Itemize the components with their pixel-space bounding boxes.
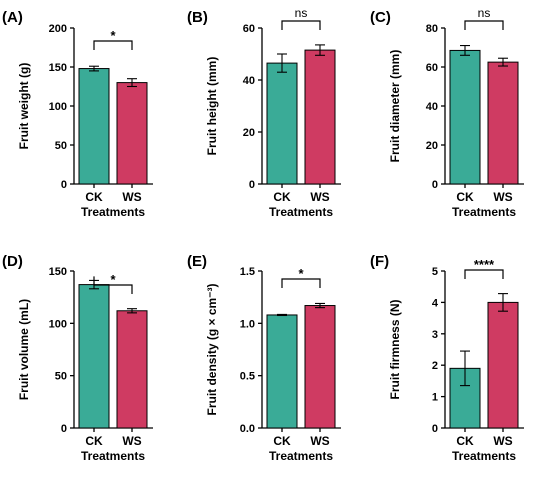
x-tick-label: WS xyxy=(122,190,141,204)
bar-ws xyxy=(487,301,519,429)
error-bar-ck xyxy=(460,350,470,387)
y-axis-title: Fruit height (mm) xyxy=(205,57,219,156)
y-tick-label: 3 xyxy=(432,329,438,341)
y-tick-label: 1.0 xyxy=(240,318,255,330)
y-axis-title: Fruit diameter (mm) xyxy=(388,50,402,163)
y-tick-label: 20 xyxy=(426,140,438,152)
y-tick-label: 50 xyxy=(55,371,67,383)
y-tick-label: 2 xyxy=(432,360,438,372)
error-bar-ws xyxy=(315,302,325,309)
panel-5: (E) Fruit density (g × cm⁻³) 0.0 0.5 1.0 1.5 C… xyxy=(187,253,341,463)
bar-ws xyxy=(116,310,148,429)
y-tick-label: 0 xyxy=(61,179,67,191)
bar-ck xyxy=(449,49,481,185)
x-axis-title: Treatments xyxy=(269,205,333,219)
significance-bracket xyxy=(464,20,504,30)
x-axis-title: Treatments xyxy=(269,449,333,463)
x-axis-title: Treatments xyxy=(452,205,516,219)
significance-bracket xyxy=(281,278,321,288)
y-tick-label: 0.5 xyxy=(240,371,255,383)
y-tick-label: 0 xyxy=(249,179,255,191)
bar-ws xyxy=(116,82,148,185)
panel-6: (F) Fruit firmness (N) 0 1 2 3 4 5 CK WSTreatment… xyxy=(370,253,524,463)
significance-bracket xyxy=(464,269,504,279)
x-axis-title: Treatments xyxy=(81,449,145,463)
error-bar-ck xyxy=(89,65,99,72)
y-tick-label: 50 xyxy=(55,140,67,152)
y-tick-label: 0 xyxy=(432,179,438,191)
panel-1: (A) Fruit weight (g) 0 50 100 150 200 CK WSTreat… xyxy=(2,9,153,219)
panel-label: (E) xyxy=(187,253,207,270)
x-tick-label: CK xyxy=(273,190,291,204)
panel-4: (D) Fruit volume (mL) 0 50 100 150 CK WSTreatme… xyxy=(2,253,153,463)
bar-ck xyxy=(266,62,298,185)
x-tick-label: CK xyxy=(456,190,474,204)
x-axis-title: Treatments xyxy=(452,449,516,463)
y-tick-label: 5 xyxy=(432,266,438,278)
y-tick-label: 40 xyxy=(243,75,255,87)
significance-bracket xyxy=(281,20,321,30)
y-tick-label: 80 xyxy=(426,23,438,35)
y-tick-label: 1.5 xyxy=(240,266,255,278)
y-tick-label: 40 xyxy=(426,101,438,113)
x-tick-label: CK xyxy=(273,434,291,448)
y-tick-label: 150 xyxy=(49,266,67,278)
y-axis-title: Fruit weight (g) xyxy=(17,63,31,150)
error-bar-ws xyxy=(498,57,508,67)
y-axis-title: Fruit firmness (N) xyxy=(388,299,402,399)
y-axis-title: Fruit density (g × cm⁻³) xyxy=(205,283,219,415)
panel-label: (C) xyxy=(370,9,391,26)
panel-label: (F) xyxy=(370,253,389,270)
x-tick-label: CK xyxy=(85,434,103,448)
panel-label: (A) xyxy=(2,9,23,26)
significance-label: * xyxy=(110,28,116,43)
error-bar-ws xyxy=(315,44,325,56)
y-tick-label: 0 xyxy=(61,423,67,435)
y-tick-label: 4 xyxy=(432,297,439,309)
x-tick-label: WS xyxy=(310,190,329,204)
error-bar-ck xyxy=(460,44,470,56)
y-tick-label: 0.0 xyxy=(240,423,255,435)
panel-3: (C) Fruit diameter (mm) 0 20 40 60 80 CK WSTreat… xyxy=(370,6,524,219)
significance-label: * xyxy=(110,272,116,287)
y-tick-label: 60 xyxy=(426,62,438,74)
y-tick-label: 100 xyxy=(49,318,67,330)
y-tick-label: 20 xyxy=(243,127,255,139)
panel-label: (B) xyxy=(187,9,208,26)
bar-ck xyxy=(78,68,110,185)
error-bar-ck xyxy=(277,53,287,73)
y-tick-label: 200 xyxy=(49,23,67,35)
y-tick-label: 60 xyxy=(243,23,255,35)
significance-label: * xyxy=(298,266,304,281)
error-bar-ws xyxy=(127,308,137,314)
significance-label: ns xyxy=(295,6,308,20)
significance-label: **** xyxy=(474,257,495,272)
significance-bracket xyxy=(93,40,133,50)
significance-label: ns xyxy=(478,6,491,20)
bar-ws xyxy=(487,61,519,185)
significance-bracket xyxy=(93,276,133,294)
error-bar-ws xyxy=(498,293,508,312)
y-tick-label: 150 xyxy=(49,62,67,74)
bar-ck xyxy=(78,284,110,429)
bar-ws xyxy=(304,305,336,429)
x-tick-label: WS xyxy=(310,434,329,448)
y-axis-title: Fruit volume (mL) xyxy=(17,299,31,400)
x-tick-label: CK xyxy=(456,434,474,448)
bar-ck xyxy=(266,314,298,429)
bar-ws xyxy=(304,49,336,185)
error-bar-ws xyxy=(127,78,137,88)
x-tick-label: WS xyxy=(493,434,512,448)
x-tick-label: WS xyxy=(493,190,512,204)
error-bar-ck xyxy=(277,313,287,317)
y-tick-label: 0 xyxy=(432,423,438,435)
x-tick-label: CK xyxy=(85,190,103,204)
x-tick-label: WS xyxy=(122,434,141,448)
panel-2: (B) Fruit height (mm) 0 20 40 60 CK WSTreatment… xyxy=(187,6,341,219)
x-axis-title: Treatments xyxy=(81,205,145,219)
panel-label: (D) xyxy=(2,253,23,270)
y-tick-label: 100 xyxy=(49,101,67,113)
y-tick-label: 1 xyxy=(432,392,438,404)
